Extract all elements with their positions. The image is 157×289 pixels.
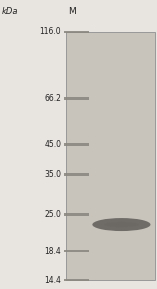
- Bar: [64, 31, 89, 33]
- Ellipse shape: [92, 218, 151, 231]
- Text: M: M: [68, 7, 76, 16]
- Text: kDa: kDa: [2, 7, 18, 16]
- Bar: [64, 173, 89, 176]
- Text: 45.0: 45.0: [44, 140, 61, 149]
- Bar: [64, 97, 89, 100]
- Text: 18.4: 18.4: [44, 247, 61, 256]
- Bar: [64, 143, 89, 146]
- Text: 35.0: 35.0: [44, 170, 61, 179]
- Text: 116.0: 116.0: [40, 27, 61, 36]
- Bar: [64, 214, 89, 216]
- Bar: [64, 250, 89, 252]
- Text: 25.0: 25.0: [44, 210, 61, 219]
- Bar: [64, 279, 89, 281]
- Text: 14.4: 14.4: [44, 276, 61, 285]
- Ellipse shape: [104, 222, 139, 227]
- Bar: [66, 32, 155, 280]
- Text: 66.2: 66.2: [44, 94, 61, 103]
